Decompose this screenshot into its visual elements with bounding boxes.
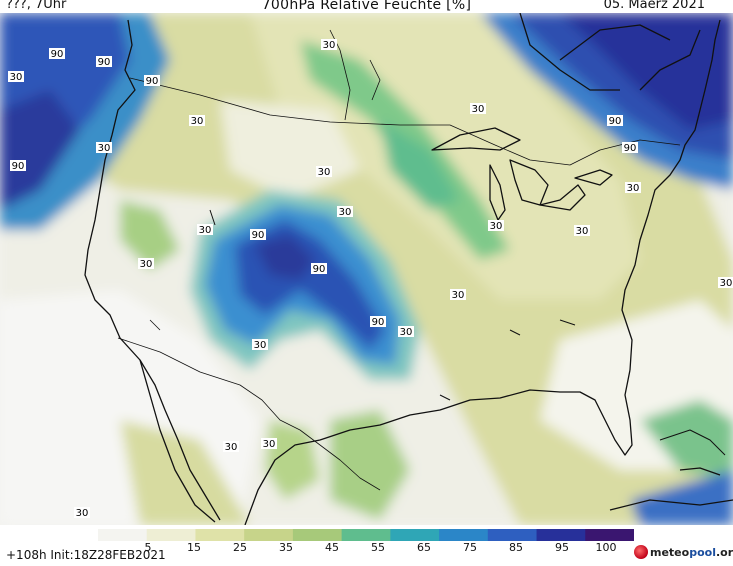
contour-label-90: 90	[96, 56, 112, 68]
svg-text:30: 30	[10, 72, 23, 83]
contour-labels: 90 90 90 90 90 90 90 90 90 30 30 30 30 3…	[8, 39, 733, 519]
color-scale-swatch	[195, 529, 245, 541]
color-scale-swatch	[439, 529, 489, 541]
map-title: 700hPa Relative Feuchte [%]	[261, 0, 472, 13]
forecast-date: 05. Maerz 2021	[603, 0, 705, 12]
contour-label-30: 30	[261, 438, 277, 450]
svg-text:90: 90	[98, 57, 111, 68]
svg-text:30: 30	[140, 259, 153, 270]
color-scale-swatch	[146, 529, 197, 541]
svg-text:90: 90	[51, 49, 64, 60]
contour-label-90: 90	[250, 229, 266, 241]
svg-text:90: 90	[252, 230, 265, 241]
svg-text:30: 30	[490, 221, 503, 232]
brand-logo[interactable]: meteopool.org	[634, 545, 733, 559]
svg-text:30: 30	[452, 290, 465, 301]
contour-label-30: 30	[223, 441, 239, 453]
scale-tick-label: 5	[144, 541, 152, 554]
svg-text:30: 30	[400, 327, 413, 338]
color-scale-swatch	[390, 529, 440, 541]
humidity-map: 90 90 90 90 90 90 90 90 90 30 30 30 30 3…	[0, 13, 733, 525]
svg-text:90: 90	[12, 161, 25, 172]
contour-label-30: 30	[197, 224, 213, 236]
color-scale-swatch	[292, 529, 343, 541]
brand-suffix: pool	[689, 545, 716, 559]
svg-text:30: 30	[720, 278, 733, 289]
svg-text:30: 30	[263, 439, 276, 450]
color-scale-bar	[98, 529, 634, 541]
scale-tick-label: 95	[555, 541, 569, 554]
svg-text:30: 30	[199, 225, 212, 236]
scale-tick-label: 15	[187, 541, 201, 554]
brand-name: meteopool.org	[650, 546, 733, 559]
contour-label-30: 30	[74, 507, 90, 519]
color-scale-swatch	[98, 529, 148, 541]
scale-tick-label: 45	[325, 541, 339, 554]
color-scale-swatch	[341, 529, 391, 541]
color-scale-ticks: 5 15 25 35 45 55 65 75 85 95 100	[0, 541, 733, 555]
svg-text:30: 30	[191, 116, 204, 127]
color-scale-swatch	[244, 529, 294, 541]
brand-prefix: meteo	[650, 545, 690, 559]
contour-label-30: 30	[398, 326, 414, 338]
contour-label-90: 90	[311, 263, 327, 275]
svg-text:30: 30	[76, 508, 89, 519]
scale-tick-label: 75	[463, 541, 477, 554]
contour-label-30: 30	[321, 39, 337, 51]
map-boundaries	[84, 13, 733, 525]
contour-label-90: 90	[370, 316, 386, 328]
contour-label-90: 90	[607, 115, 623, 127]
contour-label-30: 30	[189, 115, 205, 127]
scale-tick-label: 65	[417, 541, 431, 554]
model-run-info: +108h Init:18Z28FEB2021	[6, 548, 166, 562]
contour-label-90: 90	[10, 160, 26, 172]
scale-tick-label: 85	[509, 541, 523, 554]
contour-label-30: 30	[8, 71, 24, 83]
svg-text:30: 30	[323, 40, 336, 51]
contour-label-90: 90	[622, 142, 638, 154]
svg-text:30: 30	[98, 143, 111, 154]
contour-label-30: 30	[625, 182, 641, 194]
contour-label-30: 30	[96, 142, 112, 154]
contour-label-30: 30	[718, 277, 733, 289]
color-scale-svg	[98, 529, 634, 541]
contour-label-30: 30	[470, 103, 486, 115]
scale-tick-label: 25	[233, 541, 247, 554]
contour-label-90: 90	[144, 75, 160, 87]
scale-tick-label: 55	[371, 541, 385, 554]
svg-text:90: 90	[624, 143, 637, 154]
svg-text:30: 30	[576, 226, 589, 237]
humidity-fill	[0, 13, 733, 525]
contour-label-30: 30	[337, 206, 353, 218]
contour-label-30: 30	[574, 225, 590, 237]
svg-text:90: 90	[313, 264, 326, 275]
svg-text:90: 90	[146, 76, 159, 87]
brand-tld: .org	[715, 545, 733, 559]
svg-text:30: 30	[254, 340, 267, 351]
svg-text:90: 90	[609, 116, 622, 127]
contour-label-30: 30	[138, 258, 154, 270]
contour-label-30: 30	[252, 339, 268, 351]
contour-label-30: 30	[488, 220, 504, 232]
scale-tick-label: 100	[595, 541, 617, 554]
svg-text:30: 30	[627, 183, 640, 194]
contour-label-90: 90	[49, 48, 65, 60]
color-scale-swatch	[487, 529, 538, 541]
meteopool-logo-icon	[634, 545, 648, 559]
contour-label-30: 30	[316, 166, 332, 178]
scale-tick-label: 35	[279, 541, 293, 554]
svg-text:90: 90	[372, 317, 385, 328]
contour-label-30: 30	[450, 289, 466, 301]
svg-text:30: 30	[472, 104, 485, 115]
valid-time-label: ???, 7Uhr	[6, 0, 67, 12]
humidity-map-svg: 90 90 90 90 90 90 90 90 90 30 30 30 30 3…	[0, 13, 733, 525]
color-scale-swatch	[536, 529, 586, 541]
svg-text:30: 30	[225, 442, 238, 453]
svg-text:30: 30	[318, 167, 331, 178]
color-scale-swatch	[585, 529, 634, 541]
svg-text:30: 30	[339, 207, 352, 218]
